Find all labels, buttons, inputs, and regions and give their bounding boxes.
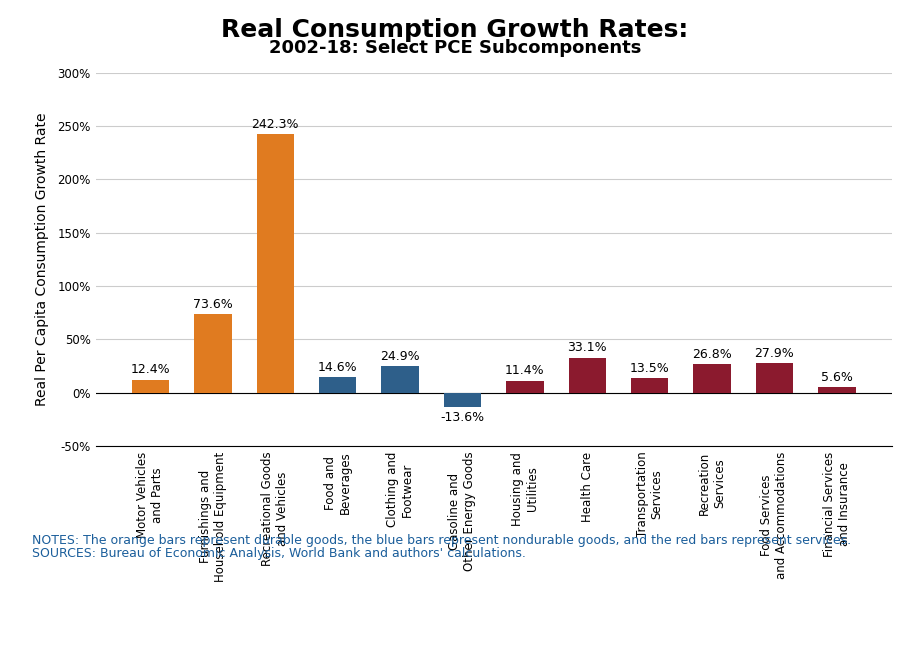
Text: SOURCES: Bureau of Economic Analysis, World Bank and authors' calculations.: SOURCES: Bureau of Economic Analysis, Wo… bbox=[32, 547, 526, 561]
Text: 11.4%: 11.4% bbox=[505, 364, 545, 377]
Bar bbox=[194, 314, 231, 393]
Text: 33.1%: 33.1% bbox=[568, 341, 607, 354]
Bar bbox=[756, 363, 794, 393]
Text: 27.9%: 27.9% bbox=[754, 347, 794, 360]
Text: 5.6%: 5.6% bbox=[821, 371, 853, 383]
Bar bbox=[318, 377, 357, 393]
Text: 13.5%: 13.5% bbox=[630, 362, 670, 375]
Bar bbox=[257, 134, 294, 393]
Text: 14.6%: 14.6% bbox=[318, 361, 358, 374]
Text: NOTES: The orange bars represent durable goods, the blue bars represent nondurab: NOTES: The orange bars represent durable… bbox=[32, 534, 851, 547]
Text: St. Louis: St. Louis bbox=[359, 625, 433, 642]
Bar bbox=[693, 364, 731, 393]
Bar bbox=[818, 387, 855, 393]
Bar bbox=[444, 393, 481, 407]
Bar bbox=[506, 381, 543, 393]
Text: 73.6%: 73.6% bbox=[193, 298, 233, 311]
Bar bbox=[381, 366, 419, 393]
Bar bbox=[132, 379, 169, 393]
Text: 24.9%: 24.9% bbox=[380, 350, 420, 363]
Text: 242.3%: 242.3% bbox=[251, 118, 299, 131]
Text: 26.8%: 26.8% bbox=[693, 348, 732, 361]
Text: Federal Reserve Bank: Federal Reserve Bank bbox=[16, 625, 207, 642]
Text: 12.4%: 12.4% bbox=[131, 364, 170, 376]
Y-axis label: Real Per Capita Consumption Growth Rate: Real Per Capita Consumption Growth Rate bbox=[35, 112, 49, 407]
Text: of: of bbox=[326, 625, 342, 642]
Text: 2002-18: Select PCE Subcomponents: 2002-18: Select PCE Subcomponents bbox=[268, 38, 642, 57]
Bar bbox=[569, 358, 606, 393]
Text: -13.6%: -13.6% bbox=[440, 410, 484, 424]
Text: Real Consumption Growth Rates:: Real Consumption Growth Rates: bbox=[221, 18, 689, 42]
Bar bbox=[631, 378, 669, 393]
